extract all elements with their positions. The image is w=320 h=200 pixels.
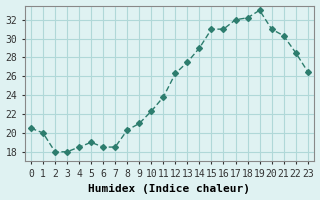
X-axis label: Humidex (Indice chaleur): Humidex (Indice chaleur) — [88, 184, 250, 194]
